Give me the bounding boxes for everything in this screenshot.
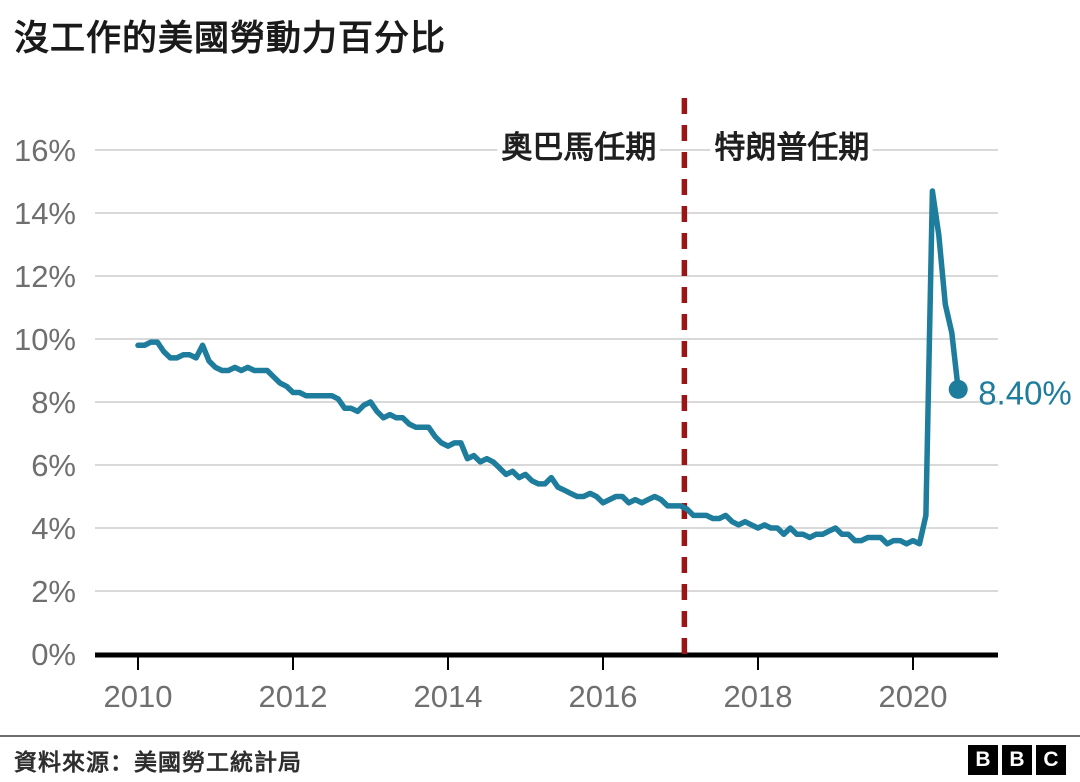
- last-value-label: 8.40%: [978, 374, 1072, 411]
- y-tick-label-0: 0%: [31, 637, 76, 672]
- bbc-logo-block: B: [1002, 744, 1032, 775]
- y-tick-label-6: 6%: [31, 448, 76, 483]
- y-tick-label-10: 10%: [14, 322, 76, 357]
- bbc-logo-block: B: [968, 744, 998, 775]
- bbc-logo: B B C: [968, 744, 1066, 775]
- x-tick-label-2016: 2016: [569, 679, 638, 714]
- footer: 資料來源：美國勞工統計局 B B C: [0, 735, 1080, 782]
- y-tick-label-14: 14%: [14, 196, 76, 231]
- bbc-logo-block: C: [1036, 744, 1066, 775]
- y-tick-label-8: 8%: [31, 385, 76, 420]
- source-text: 資料來源：美國勞工統計局: [14, 748, 302, 775]
- y-tick-label-2: 2%: [31, 574, 76, 609]
- page-title: 沒工作的美國勞動力百分比: [14, 19, 447, 58]
- y-tick-label-4: 4%: [31, 511, 76, 546]
- unemployment-rate-line: [135, 188, 961, 547]
- last-point-marker: [948, 379, 968, 399]
- y-tick-label-12: 12%: [14, 259, 76, 294]
- x-tick-label-2020: 2020: [879, 679, 948, 714]
- obama-term-label: 奧巴馬任期: [501, 130, 656, 165]
- unemployment-line-chart: 0% 2% 4% 6% 8% 10% 12% 14% 16% 2010 2012 2014 2016 20…: [14, 98, 1072, 714]
- x-tick-label-2014: 2014: [414, 679, 483, 714]
- x-tick-label-2010: 2010: [104, 679, 173, 714]
- y-tick-label-16: 16%: [14, 133, 76, 168]
- x-tick-label-2018: 2018: [724, 679, 793, 714]
- x-tick-label-2012: 2012: [259, 679, 328, 714]
- trump-term-label: 特朗普任期: [714, 130, 869, 165]
